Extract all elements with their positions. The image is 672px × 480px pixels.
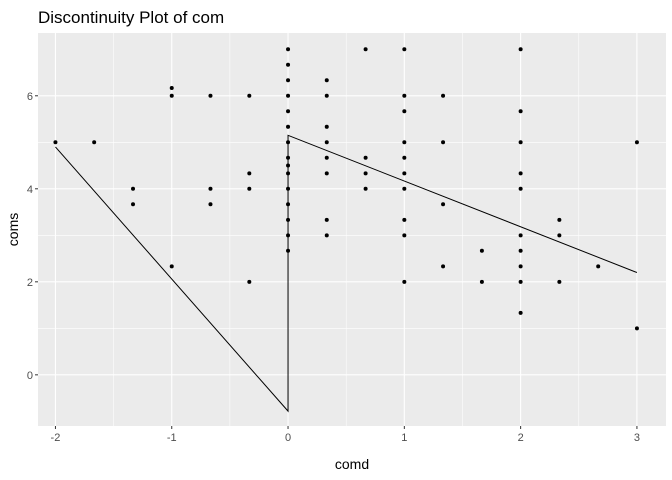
data-point bbox=[557, 279, 562, 284]
data-point bbox=[518, 310, 523, 315]
data-point bbox=[286, 124, 291, 129]
data-point bbox=[518, 109, 523, 114]
data-point bbox=[247, 186, 252, 191]
data-point bbox=[208, 186, 213, 191]
data-point bbox=[441, 202, 446, 207]
data-point bbox=[169, 93, 174, 98]
data-point bbox=[286, 202, 291, 207]
data-point bbox=[441, 140, 446, 145]
data-point bbox=[131, 202, 136, 207]
y-axis-title: coms bbox=[5, 213, 21, 246]
y-tick-label: 2 bbox=[27, 277, 33, 289]
major-gridlines bbox=[38, 33, 666, 426]
x-tick-label: -2 bbox=[51, 432, 61, 444]
x-tick-label: 1 bbox=[401, 432, 407, 444]
data-point bbox=[518, 140, 523, 145]
data-point bbox=[131, 186, 136, 191]
data-point bbox=[363, 155, 368, 160]
data-point bbox=[324, 155, 329, 160]
data-point bbox=[363, 186, 368, 191]
data-point bbox=[402, 47, 407, 52]
data-point bbox=[286, 155, 291, 160]
data-point bbox=[518, 233, 523, 238]
data-point bbox=[402, 171, 407, 176]
data-point bbox=[402, 217, 407, 222]
data-point bbox=[402, 155, 407, 160]
data-point bbox=[169, 86, 174, 91]
data-point bbox=[286, 171, 291, 176]
y-tick-label: 6 bbox=[27, 91, 33, 103]
data-point bbox=[53, 140, 58, 145]
data-point bbox=[324, 93, 329, 98]
data-point bbox=[286, 186, 291, 191]
data-point bbox=[518, 171, 523, 176]
data-point bbox=[286, 217, 291, 222]
points-group bbox=[53, 47, 639, 331]
data-point bbox=[518, 186, 523, 191]
data-point bbox=[286, 109, 291, 114]
data-point bbox=[402, 233, 407, 238]
data-point bbox=[441, 264, 446, 269]
data-point bbox=[634, 140, 639, 145]
x-tick-label: 2 bbox=[518, 432, 524, 444]
data-point bbox=[634, 326, 639, 331]
x-tick-label: -1 bbox=[167, 432, 177, 444]
minor-gridlines bbox=[38, 33, 666, 426]
data-point bbox=[402, 279, 407, 284]
x-tick-label: 0 bbox=[285, 432, 291, 444]
chart-title: Discontinuity Plot of com bbox=[38, 8, 224, 27]
data-point bbox=[286, 62, 291, 67]
data-point bbox=[518, 47, 523, 52]
fit-line-group bbox=[55, 134, 638, 413]
data-point bbox=[557, 233, 562, 238]
y-tick-label: 4 bbox=[27, 184, 33, 196]
data-point bbox=[324, 217, 329, 222]
data-point bbox=[286, 248, 291, 253]
x-axis-title: comd bbox=[335, 456, 369, 472]
data-point bbox=[286, 163, 291, 168]
data-point bbox=[169, 264, 174, 269]
data-point bbox=[596, 264, 601, 269]
y-tick-label: 0 bbox=[27, 370, 33, 382]
data-point bbox=[402, 140, 407, 145]
data-point bbox=[208, 202, 213, 207]
data-point bbox=[286, 93, 291, 98]
data-point bbox=[247, 279, 252, 284]
data-point bbox=[441, 93, 446, 98]
data-point bbox=[247, 93, 252, 98]
data-point bbox=[92, 140, 97, 145]
data-point bbox=[363, 171, 368, 176]
data-point bbox=[324, 233, 329, 238]
data-point bbox=[479, 279, 484, 284]
data-point bbox=[402, 186, 407, 191]
data-point bbox=[286, 47, 291, 52]
data-point bbox=[402, 93, 407, 98]
y-axis: 0 2 4 6 bbox=[27, 91, 38, 382]
x-axis: -2 -1 0 1 2 3 bbox=[51, 426, 640, 444]
data-point bbox=[363, 47, 368, 52]
plot-panel bbox=[38, 33, 666, 426]
data-point bbox=[324, 78, 329, 83]
data-point bbox=[518, 264, 523, 269]
data-point bbox=[324, 171, 329, 176]
data-point bbox=[518, 248, 523, 253]
x-tick-label: 3 bbox=[634, 432, 640, 444]
data-point bbox=[208, 93, 213, 98]
data-point bbox=[286, 233, 291, 238]
data-point bbox=[286, 78, 291, 83]
fit-line bbox=[55, 134, 638, 413]
data-point bbox=[402, 109, 407, 114]
data-point bbox=[324, 124, 329, 129]
data-point bbox=[518, 279, 523, 284]
data-point bbox=[286, 140, 291, 145]
data-point bbox=[247, 171, 252, 176]
data-point bbox=[557, 217, 562, 222]
data-point bbox=[479, 248, 484, 253]
data-point bbox=[324, 140, 329, 145]
